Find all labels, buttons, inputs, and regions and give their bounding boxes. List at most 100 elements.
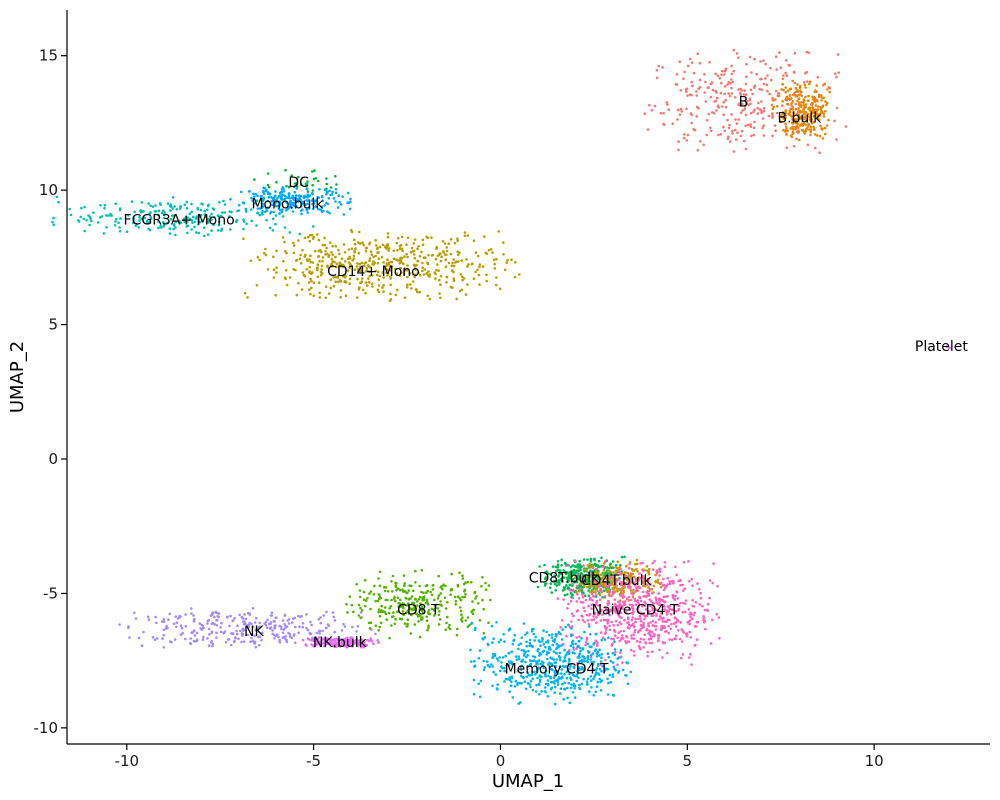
data-point	[286, 196, 290, 199]
data-point	[615, 604, 619, 608]
data-point	[565, 652, 569, 655]
cluster-label: DC	[288, 175, 309, 191]
data-point	[613, 591, 616, 594]
data-point	[127, 625, 130, 628]
data-point	[699, 596, 703, 600]
data-point	[781, 77, 785, 81]
data-point	[261, 631, 264, 635]
data-point	[528, 638, 532, 642]
data-point	[585, 680, 589, 683]
data-point	[331, 244, 334, 248]
data-point	[698, 86, 702, 89]
data-point	[674, 565, 677, 568]
data-point	[587, 622, 591, 626]
data-point	[226, 638, 230, 641]
data-point	[523, 680, 526, 683]
data-point	[575, 636, 578, 639]
data-point	[693, 625, 697, 628]
data-point	[816, 99, 819, 103]
data-point	[450, 269, 454, 272]
data-point	[503, 640, 506, 643]
data-point	[461, 616, 464, 619]
data-point	[346, 201, 349, 204]
data-point	[619, 572, 622, 576]
data-point	[617, 570, 621, 573]
data-point	[613, 648, 617, 651]
data-point	[612, 665, 616, 669]
data-point	[565, 670, 568, 674]
data-point	[624, 576, 627, 580]
data-point	[690, 113, 694, 117]
data-point	[639, 562, 642, 565]
data-point	[647, 579, 650, 583]
data-point	[365, 269, 369, 273]
data-point	[575, 580, 579, 583]
data-point	[653, 104, 657, 108]
data-point	[503, 666, 506, 670]
data-point	[610, 580, 613, 584]
data-point	[662, 588, 666, 592]
data-point	[627, 595, 631, 599]
data-point	[166, 221, 169, 225]
data-point	[381, 610, 384, 613]
data-point	[370, 274, 374, 277]
data-point	[658, 567, 662, 571]
data-point	[549, 586, 552, 589]
data-point	[511, 642, 515, 646]
data-point	[593, 558, 597, 562]
data-point	[782, 128, 785, 132]
data-point	[547, 651, 551, 655]
data-point	[365, 267, 369, 270]
data-point	[600, 638, 604, 642]
data-point	[544, 576, 548, 579]
data-point	[175, 621, 179, 624]
data-point	[474, 251, 478, 254]
data-point	[437, 613, 441, 617]
data-point	[244, 210, 248, 213]
data-point	[533, 655, 537, 659]
data-point	[595, 655, 599, 658]
data-point	[543, 584, 547, 587]
data-point	[146, 615, 150, 619]
data-point	[398, 247, 402, 250]
data-point	[301, 638, 305, 642]
data-point	[365, 643, 369, 647]
data-point	[527, 673, 530, 677]
data-point	[202, 635, 205, 639]
data-point	[803, 83, 807, 87]
data-point	[812, 127, 816, 130]
data-point	[586, 656, 589, 659]
data-point	[559, 692, 562, 695]
data-point	[454, 261, 457, 264]
data-point	[658, 574, 661, 577]
data-point	[378, 570, 382, 574]
data-point	[657, 603, 661, 607]
data-point	[649, 621, 652, 624]
data-point	[271, 203, 274, 206]
data-point	[730, 72, 734, 76]
data-point	[258, 635, 262, 638]
data-point	[602, 562, 606, 565]
data-point	[157, 226, 160, 230]
data-point	[388, 299, 392, 303]
data-point	[722, 113, 725, 116]
data-point	[226, 615, 229, 619]
data-point	[376, 270, 380, 274]
data-point	[665, 630, 668, 633]
data-point	[687, 560, 690, 563]
data-point	[102, 232, 106, 235]
data-point	[474, 270, 477, 274]
data-point	[364, 249, 368, 253]
data-point	[785, 59, 788, 62]
data-point	[591, 662, 595, 666]
data-point	[513, 685, 517, 688]
data-point	[410, 595, 414, 598]
data-point	[739, 87, 742, 91]
data-point	[342, 213, 346, 216]
data-point	[668, 582, 672, 585]
data-point	[506, 677, 510, 681]
data-point	[550, 662, 553, 665]
data-point	[595, 642, 599, 646]
data-point	[819, 124, 822, 128]
data-point	[552, 676, 556, 680]
